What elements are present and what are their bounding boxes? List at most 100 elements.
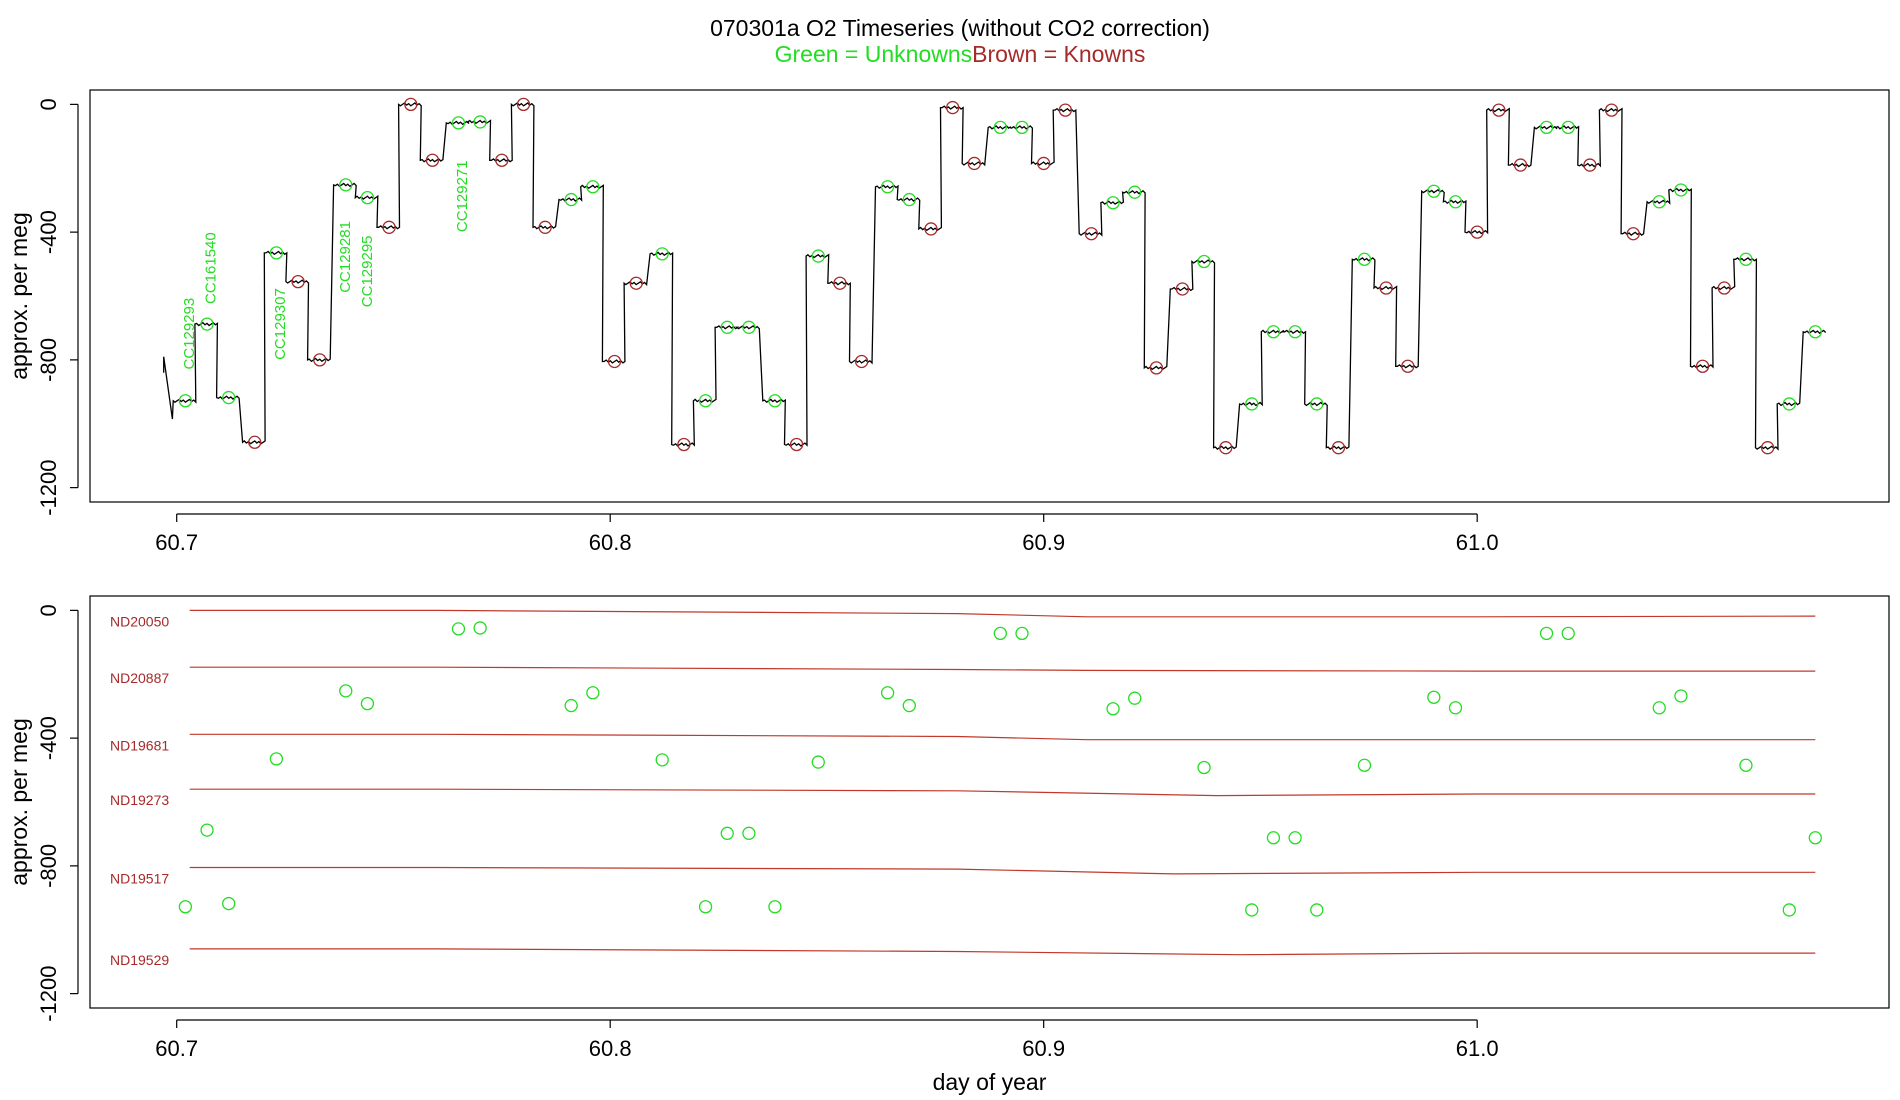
unknown-sample-marker [811,249,825,263]
unknown-sample-marker [698,900,713,914]
unknown-sample-marker [1015,626,1029,641]
unknown-sample-marker [269,752,284,766]
unknown-sample-marker [1245,397,1259,411]
known-sample-marker [1149,361,1164,375]
unknown-sample-marker [1106,702,1120,716]
known-sample-marker [1379,281,1393,295]
known-sample-marker [677,437,691,452]
unknown-sample-marker [1652,701,1666,715]
known-sample-marker [1175,282,1190,296]
known-sample-marker [833,276,847,290]
known-sample-marker [1492,103,1506,117]
unknown-sample-marker [811,755,825,769]
known-sample-marker [1695,359,1710,373]
known-sample-marker [1037,156,1051,171]
unknown-sample-marker [1739,758,1753,772]
unknown-sample-marker [1539,120,1554,135]
bottom-y-tick-label: 0 [36,604,61,616]
bottom-plot-frame [89,595,1890,1009]
top-panel: 60.7 60.8 60.9 61.0 0 -400 -800 -1200 approx. pe… [6,89,1890,555]
cylinder-id-annotation: CC161540 [203,232,220,304]
bottom-y-tick-label: -800 [36,844,61,888]
bottom-x-axis-label: day of year [933,1069,1047,1095]
unknown-sample-marker [880,180,895,194]
known-sample-marker [516,97,531,112]
known-sample-marker [248,435,262,449]
unknown-sample-marker [720,320,734,334]
bottom-y-axis-label: approx. per meg [6,718,32,885]
known-sample-marker [1583,158,1597,172]
unknown-sample-marker [178,900,193,914]
known-sample-marker [1717,281,1731,295]
unknown-sample-marker [1288,325,1302,339]
known-sample-marker [1058,103,1073,117]
known-sample-marker [967,156,981,171]
bottom-y-tick-label: -1200 [36,965,61,1021]
unknown-sample-marker [222,390,236,405]
known-sample-marker [789,437,804,452]
unknown-sample-marker [880,686,895,700]
top-y-tick-label: 0 [36,98,61,110]
unknown-sample-marker [1561,120,1575,135]
unknown-sample-marker [1197,760,1211,775]
unknown-sample-marker [768,394,782,408]
unknown-sample-marker [473,115,487,129]
unknown-sample-marker [1674,689,1688,703]
reference-line-label: ND19681 [110,737,169,753]
unknown-sample-marker [1808,325,1822,339]
bottom-x-axis: 60.7 60.8 60.9 61.0 [155,1019,1499,1061]
cylinder-id-annotation: CC129281 [337,221,354,293]
known-sample-marker [629,276,643,290]
unknown-sample-marker [200,317,214,331]
unknown-sample-marker [1288,831,1302,845]
unknown-sample-marker [564,698,578,713]
top-x-tick-label: 60.9 [1022,530,1065,555]
unknown-sample-marker [902,192,916,207]
known-sample-marker [854,354,869,369]
unknown-sample-marker [1782,903,1796,917]
unknown-sample-marker [473,621,487,635]
reference-line [189,866,1816,875]
unknown-sample-marker [360,696,375,711]
reference-line-label: ND20050 [110,613,169,629]
unknown-sample-marker [451,622,466,636]
reference-line-label: ND20887 [110,670,169,686]
known-sample-marker [1760,441,1775,455]
figure-header: 070301a O2 Timeseries (without CO2 corre… [710,15,1210,67]
unknown-sample-marker [1448,701,1463,715]
top-y-tick-label: -800 [36,338,61,382]
unknown-sample-marker [178,394,193,408]
reference-line-label: ND19517 [110,871,169,887]
unknown-sample-marker [1427,184,1441,198]
unknown-sample-marker [1266,831,1281,845]
known-sample-marker [404,97,418,112]
known-sample-marker [1604,103,1619,117]
unknown-sample-marker [200,823,214,837]
unknown-sample-marker [655,247,669,261]
unknown-sample-marker [339,684,353,698]
o2-timeseries-line [163,102,1827,451]
unknown-sample-marker [1106,196,1120,210]
unknown-sample-marker [1015,120,1029,135]
unknown-sample-marker [1310,903,1324,917]
known-sample-marker [291,274,305,289]
unknown-sample-marker [1539,626,1554,641]
reference-line [189,788,1816,797]
unknown-sample-marker [1739,252,1753,266]
bottom-x-tick-label: 60.7 [155,1036,198,1061]
unknown-sample-marker [1197,254,1211,269]
unknown-sample-marker [768,900,782,914]
unknown-sample-marker [564,192,578,207]
unknown-sample-marker [1652,195,1666,209]
unknown-sample-marker [1427,690,1441,704]
unknown-sample-marker [586,686,600,700]
top-x-tick-label: 61.0 [1456,530,1499,555]
top-x-axis: 60.7 60.8 60.9 61.0 [155,513,1499,555]
unknown-sample-marker [1561,626,1575,641]
unknown-sample-marker [339,178,353,192]
bottom-y-axis: 0 -400 -800 -1200 [36,604,79,1022]
top-y-axis-label: approx. per meg [6,212,32,379]
unknown-sample-marker [993,626,1007,641]
unknown-sample-marker [698,394,713,408]
unknown-sample-marker [1808,831,1822,845]
